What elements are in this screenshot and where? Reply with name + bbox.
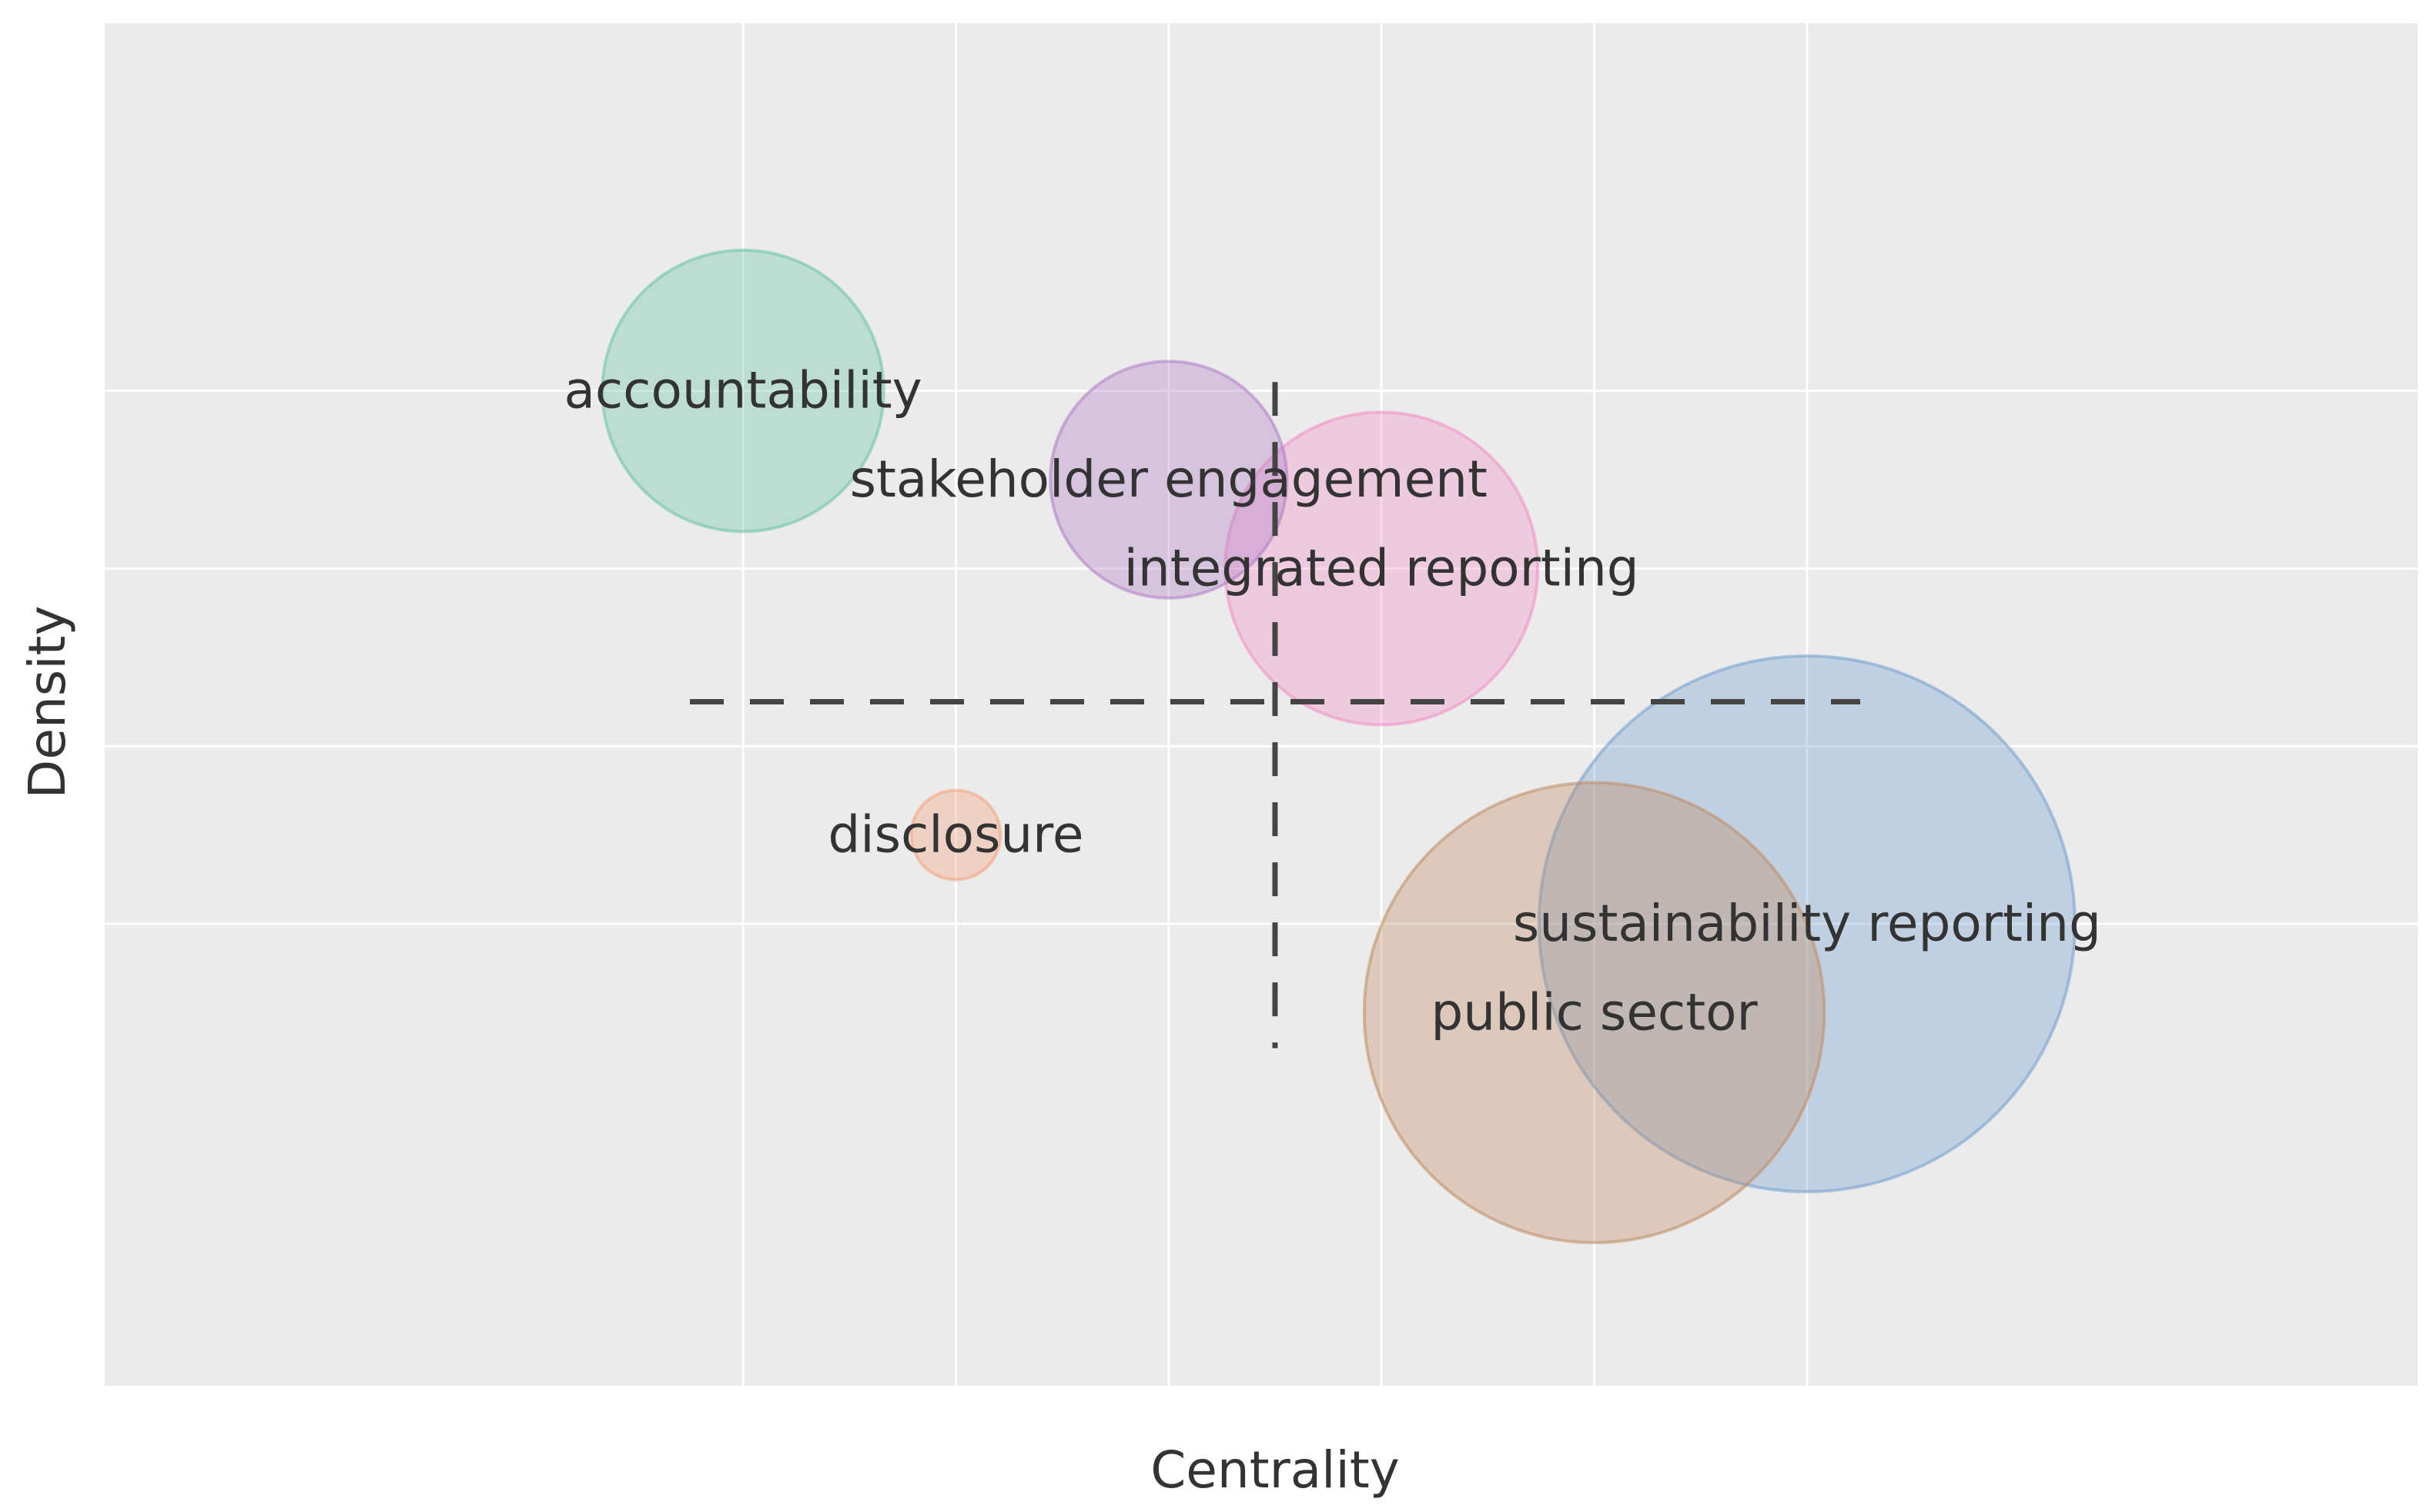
label-stakeholder-engagement: stakeholder engagement xyxy=(850,450,1488,509)
bubble-accountability xyxy=(601,248,885,534)
bubble-disclosure xyxy=(909,788,1002,881)
reference-lines xyxy=(689,382,1860,1049)
bubbles xyxy=(601,248,2077,1245)
bubble-integrated-reporting xyxy=(1223,410,1540,727)
label-disclosure: disclosure xyxy=(828,805,1083,865)
bubble-public-sector xyxy=(1362,781,1826,1245)
bubble-stakeholder-engagement xyxy=(1049,360,1289,600)
x-axis-label: Centrality xyxy=(1150,1440,1400,1500)
label-public-sector: public sector xyxy=(1431,982,1758,1042)
label-integrated-reporting: integrated reporting xyxy=(1124,538,1639,597)
label-accountability: accountability xyxy=(564,361,922,420)
bubble-labels: accountability stakeholder engagement inte… xyxy=(564,361,2100,1042)
label-sustainability-reporting: sustainability reporting xyxy=(1513,894,2101,953)
y-axis-label: Density xyxy=(18,606,77,799)
